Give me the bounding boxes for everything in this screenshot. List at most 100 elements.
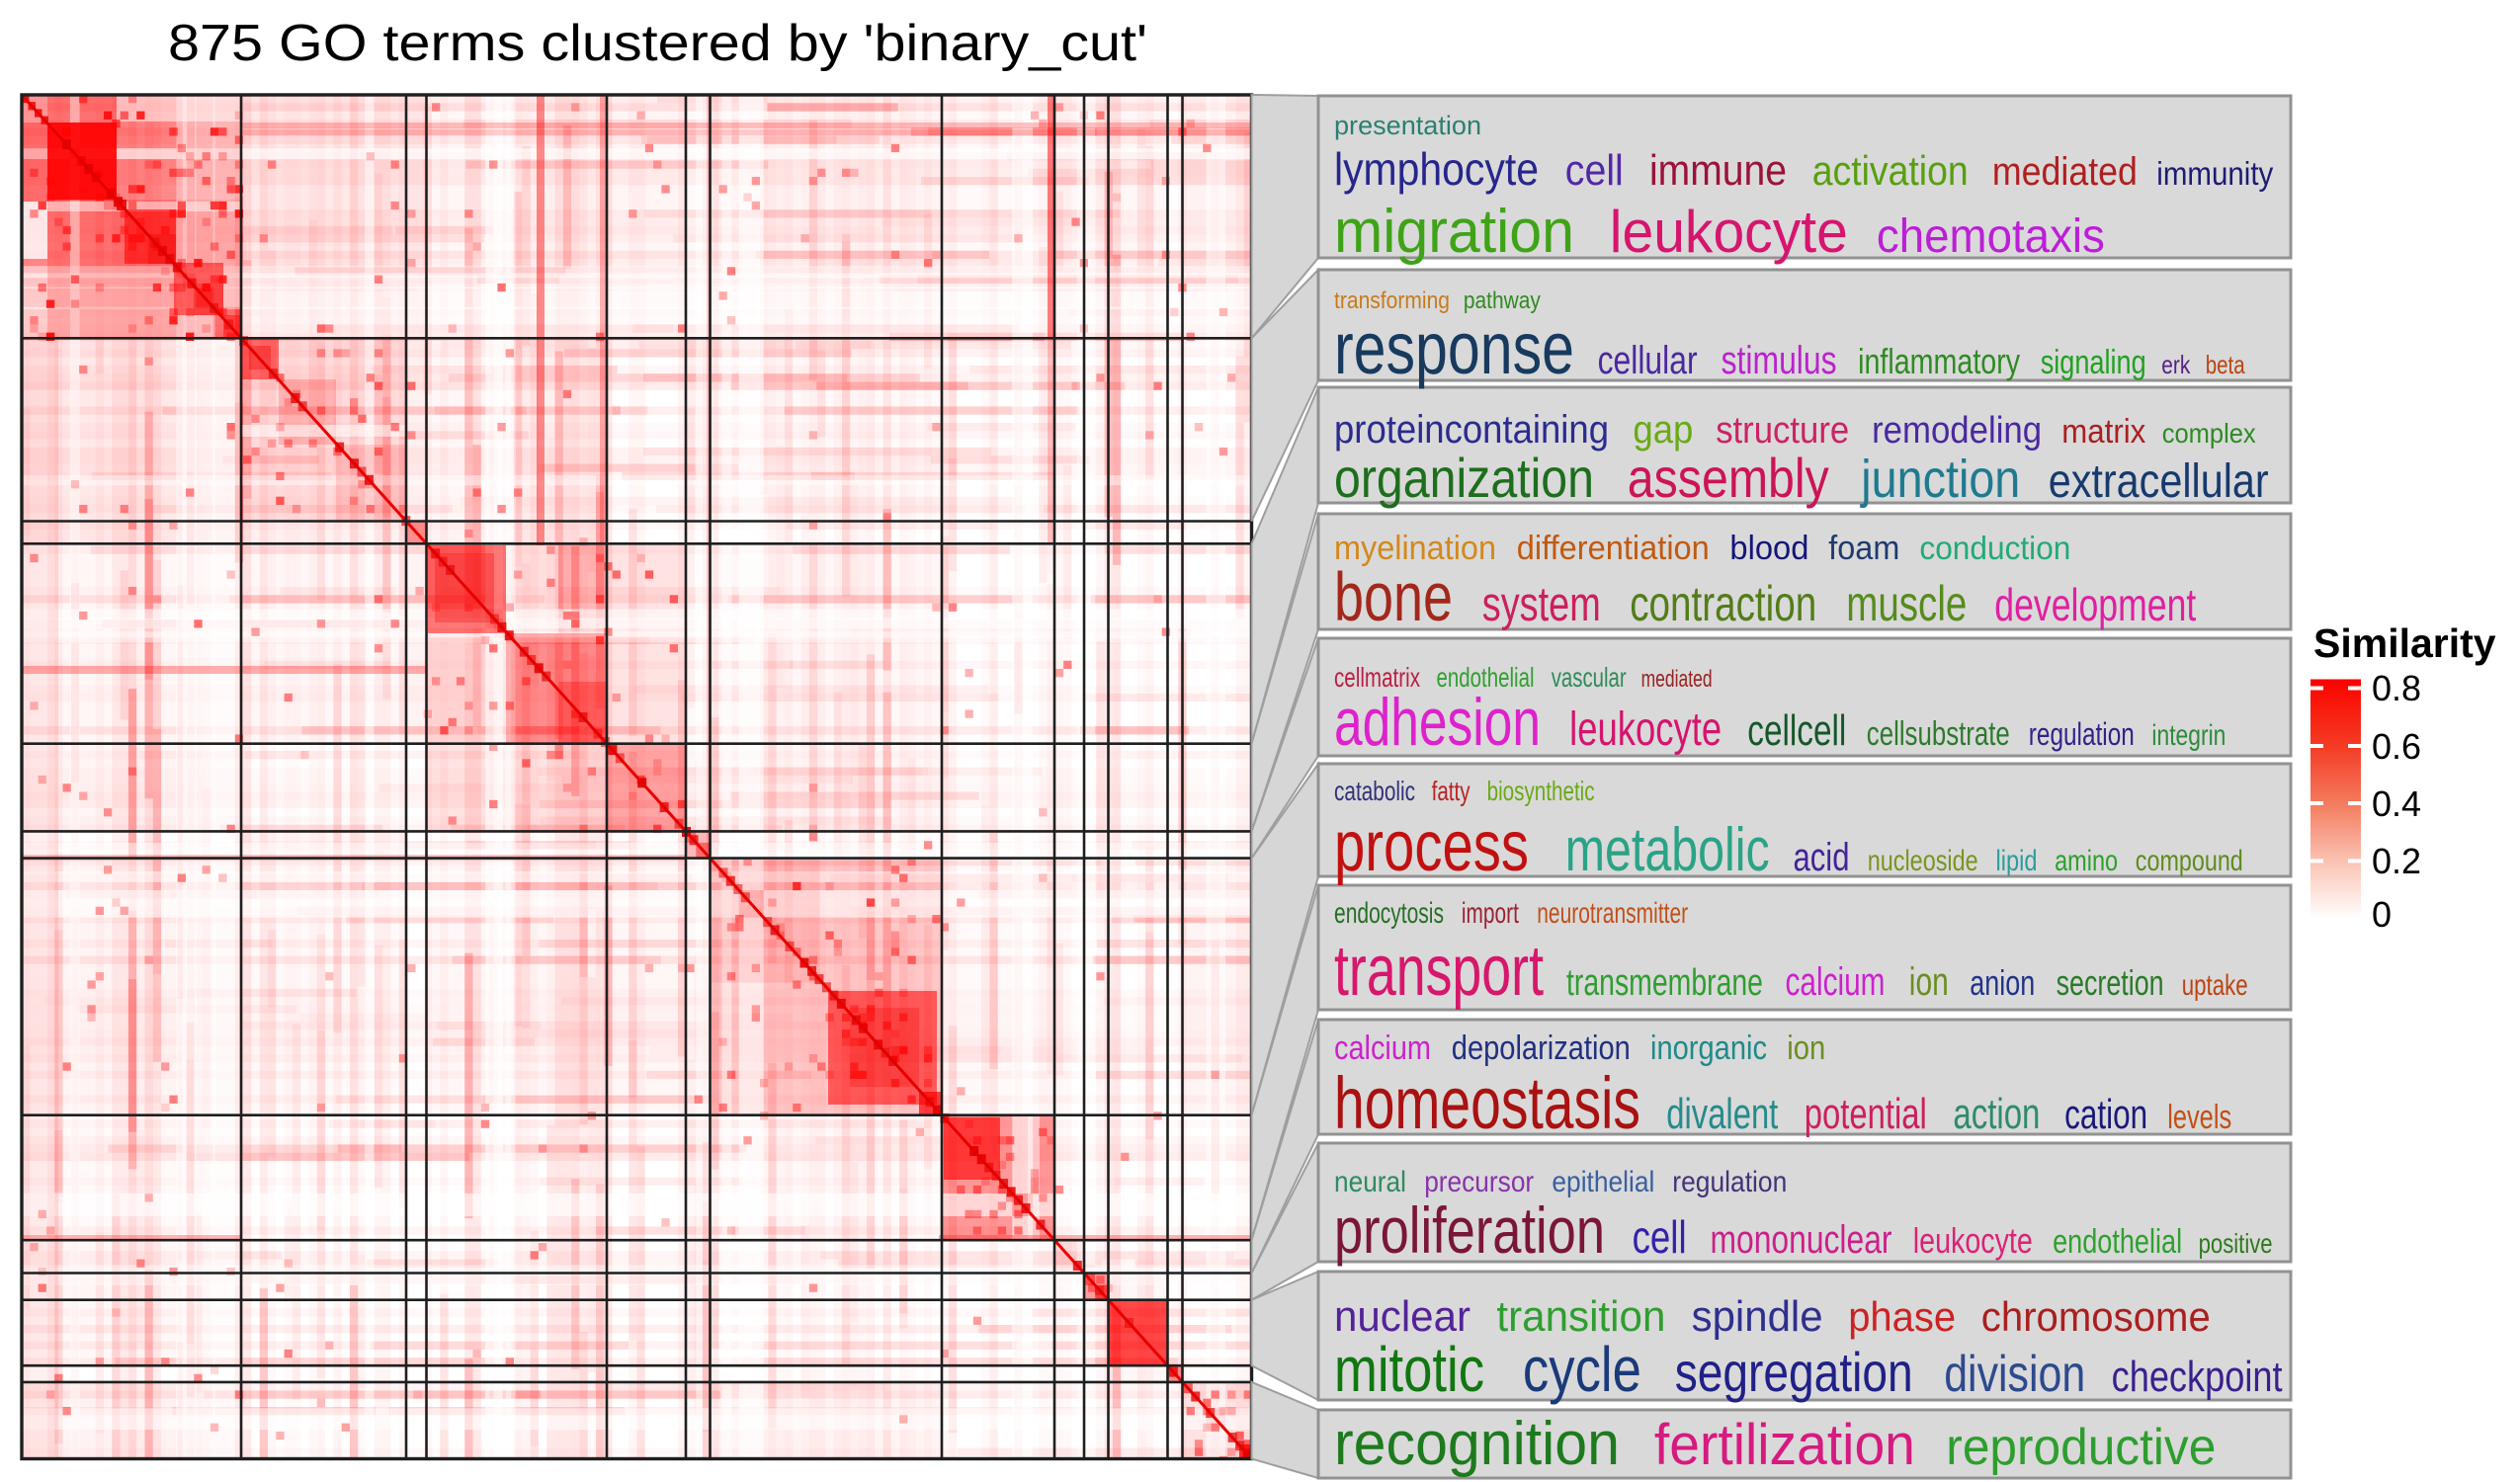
svg-text:cellular: cellular [1598, 339, 1698, 382]
svg-text:spindle: spindle [1692, 1292, 1823, 1341]
svg-text:fatty: fatty [1432, 776, 1470, 806]
svg-text:lipid: lipid [1996, 845, 2038, 877]
svg-text:remodeling: remodeling [1872, 410, 2042, 452]
svg-text:inflammatory: inflammatory [1858, 341, 2020, 381]
svg-text:division: division [1944, 1346, 2085, 1403]
svg-text:neural: neural [1334, 1166, 1406, 1198]
svg-text:adhesion: adhesion [1334, 685, 1541, 760]
svg-text:proliferation: proliferation [1334, 1194, 1605, 1267]
svg-text:calcium: calcium [1786, 960, 1886, 1004]
svg-text:conduction: conduction [1919, 530, 2070, 566]
svg-text:homeostasis: homeostasis [1334, 1062, 1640, 1144]
svg-text:bone: bone [1334, 558, 1453, 635]
svg-text:fertilization: fertilization [1654, 1413, 1915, 1477]
svg-text:divalent: divalent [1666, 1090, 1778, 1138]
svg-text:anion: anion [1970, 962, 2035, 1003]
svg-text:leukocyte: leukocyte [1913, 1220, 2033, 1261]
svg-text:transmembrane: transmembrane [1566, 962, 1763, 1004]
svg-text:erk: erk [2161, 350, 2191, 379]
svg-text:segregation: segregation [1675, 1341, 1913, 1403]
svg-text:proteincontaining: proteincontaining [1334, 408, 1609, 452]
svg-text:muscle: muscle [1846, 576, 1967, 631]
svg-text:0.4: 0.4 [2372, 783, 2421, 824]
svg-text:biosynthetic: biosynthetic [1487, 776, 1595, 806]
svg-text:endocytosis: endocytosis [1334, 897, 1444, 930]
svg-text:0.8: 0.8 [2372, 668, 2421, 708]
svg-text:compound: compound [2136, 845, 2243, 877]
svg-text:cellsubstrate: cellsubstrate [1867, 715, 2010, 753]
svg-text:cellmatrix: cellmatrix [1334, 662, 1420, 693]
svg-text:catabolic: catabolic [1334, 776, 1415, 806]
svg-text:calcium: calcium [1334, 1029, 1431, 1067]
svg-text:mononuclear: mononuclear [1711, 1218, 1892, 1262]
svg-text:foam: foam [1828, 530, 1899, 567]
svg-text:levels: levels [2167, 1099, 2231, 1136]
svg-text:cycle: cycle [1523, 1334, 1641, 1405]
svg-text:leukocyte: leukocyte [1610, 199, 1848, 265]
svg-text:mediated: mediated [1641, 666, 1713, 693]
svg-text:amino: amino [2055, 845, 2118, 877]
svg-text:lymphocyte: lymphocyte [1334, 143, 1539, 195]
svg-text:presentation: presentation [1334, 111, 1481, 140]
svg-text:precursor: precursor [1424, 1166, 1534, 1198]
svg-text:recognition: recognition [1334, 1410, 1620, 1478]
svg-text:nucleoside: nucleoside [1868, 845, 1978, 877]
svg-text:mitotic: mitotic [1334, 1334, 1484, 1405]
svg-text:transforming: transforming [1334, 288, 1450, 314]
svg-text:secretion: secretion [2057, 962, 2164, 1003]
svg-text:junction: junction [1860, 450, 2021, 509]
svg-text:contraction: contraction [1630, 576, 1816, 631]
svg-text:ion: ion [1787, 1029, 1825, 1067]
svg-text:checkpoint: checkpoint [2112, 1353, 2283, 1401]
svg-text:Similarity: Similarity [2313, 620, 2496, 666]
svg-text:myelination: myelination [1334, 530, 1496, 567]
svg-text:ion: ion [1909, 960, 1949, 1004]
svg-text:uptake: uptake [2182, 969, 2248, 1002]
svg-text:metabolic: metabolic [1565, 816, 1770, 884]
svg-text:extracellular: extracellular [2049, 455, 2269, 508]
svg-text:phase: phase [1848, 1293, 1956, 1340]
svg-text:mediated: mediated [1992, 150, 2138, 194]
svg-text:0: 0 [2372, 894, 2392, 935]
svg-text:transition: transition [1496, 1292, 1665, 1341]
svg-text:depolarization: depolarization [1452, 1029, 1631, 1067]
svg-text:blood: blood [1729, 530, 1808, 567]
svg-text:structure: structure [1716, 410, 1849, 452]
svg-text:transport: transport [1334, 932, 1544, 1011]
svg-text:neurotransmitter: neurotransmitter [1537, 897, 1688, 930]
svg-text:process: process [1334, 807, 1529, 886]
svg-text:differentiation: differentiation [1517, 530, 1710, 567]
svg-text:cellcell: cellcell [1747, 706, 1846, 755]
svg-text:regulation: regulation [1672, 1166, 1787, 1198]
svg-text:organization: organization [1334, 447, 1594, 509]
svg-text:pathway: pathway [1464, 288, 1541, 314]
svg-text:cell: cell [1565, 146, 1624, 195]
svg-text:leukocyte: leukocyte [1569, 703, 1722, 756]
svg-text:0.2: 0.2 [2372, 841, 2421, 881]
svg-text:system: system [1482, 578, 1601, 631]
svg-text:integrin: integrin [2151, 719, 2226, 752]
svg-text:gap: gap [1633, 408, 1693, 452]
svg-text:complex: complex [2162, 418, 2256, 449]
svg-text:cation: cation [2064, 1091, 2147, 1137]
svg-text:regulation: regulation [2029, 716, 2135, 752]
svg-text:assembly: assembly [1628, 447, 1829, 509]
svg-text:endothelial: endothelial [2053, 1223, 2182, 1261]
svg-text:development: development [1994, 579, 2196, 630]
svg-text:response: response [1334, 307, 1574, 389]
svg-text:inorganic: inorganic [1650, 1029, 1767, 1067]
svg-text:vascular: vascular [1552, 662, 1627, 693]
svg-text:cell: cell [1633, 1211, 1687, 1263]
svg-text:immune: immune [1649, 146, 1787, 195]
svg-text:endothelial: endothelial [1437, 662, 1535, 693]
svg-text:potential: potential [1805, 1090, 1927, 1138]
svg-text:acid: acid [1794, 836, 1850, 879]
svg-text:activation: activation [1812, 147, 1969, 194]
svg-text:nuclear: nuclear [1334, 1292, 1470, 1341]
svg-text:0.6: 0.6 [2372, 726, 2421, 767]
svg-text:positive: positive [2199, 1228, 2273, 1259]
svg-text:immunity: immunity [2156, 155, 2273, 192]
svg-text:action: action [1953, 1090, 2040, 1138]
svg-text:beta: beta [2206, 350, 2245, 379]
svg-text:stimulus: stimulus [1722, 339, 1837, 382]
